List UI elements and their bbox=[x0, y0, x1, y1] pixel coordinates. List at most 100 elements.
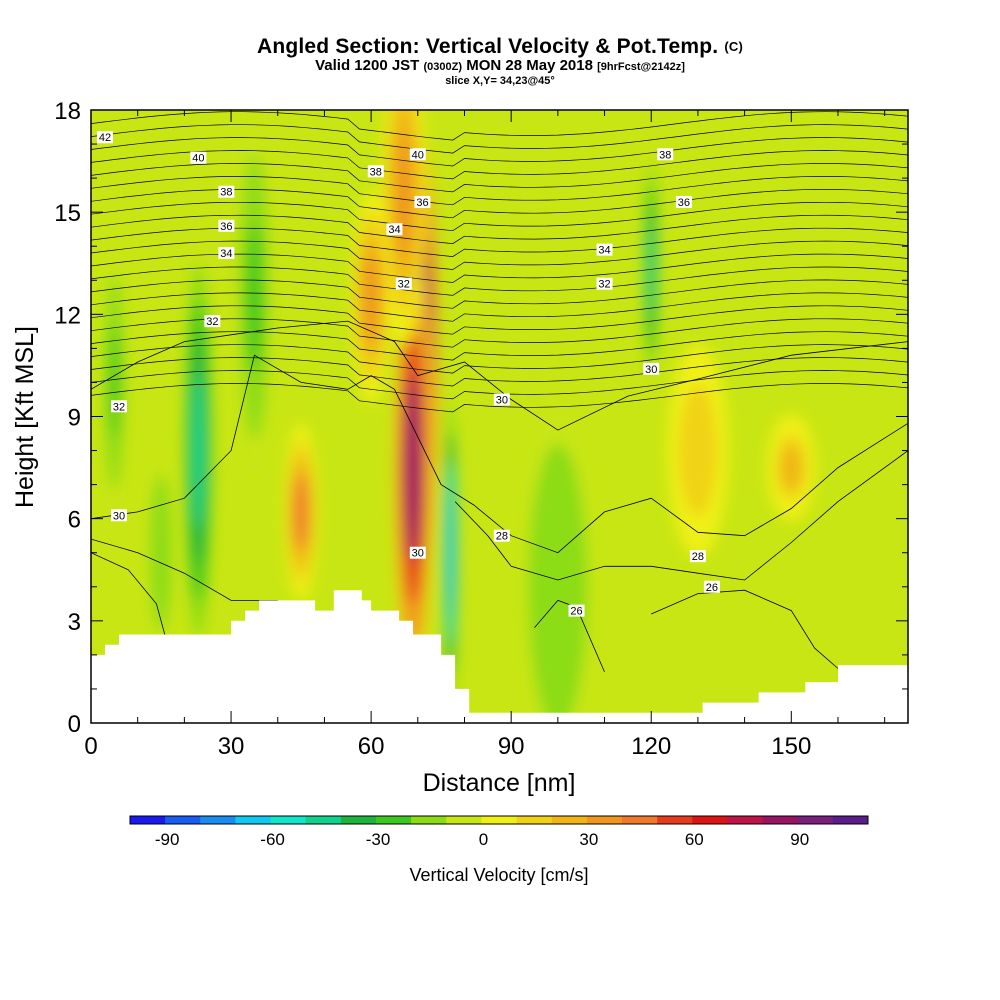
valid-time-utc: (0300Z) bbox=[423, 61, 463, 73]
pot-temp-label-box bbox=[493, 393, 510, 406]
colorbar-swatch bbox=[762, 816, 799, 824]
colorbar-swatch bbox=[200, 816, 236, 824]
pot-temp-label: 36 bbox=[416, 197, 428, 209]
pot-temp-label: 36 bbox=[678, 197, 690, 209]
pot-temp-label-box bbox=[657, 148, 674, 161]
pot-temp-label-box bbox=[111, 400, 128, 413]
pot-temp-label: 28 bbox=[496, 531, 508, 543]
pot-temp-contour bbox=[91, 292, 908, 322]
pot-temp-label-box bbox=[190, 151, 207, 164]
pot-temp-contour bbox=[91, 163, 908, 193]
pot-temp-contour bbox=[91, 552, 167, 639]
velocity-cell bbox=[192, 371, 205, 530]
pot-temp-contour bbox=[91, 354, 908, 554]
chart-subtitle: Valid 1200 JST (0300Z) MON 28 May 2018 [… bbox=[0, 58, 1000, 75]
velocity-cell bbox=[447, 489, 454, 617]
colorbar-swatch bbox=[481, 816, 518, 824]
pot-temp-label-box bbox=[409, 148, 426, 161]
pot-temp-label-box bbox=[409, 546, 426, 559]
pot-temp-label: 30 bbox=[496, 394, 508, 406]
colorbar-tick-label: -60 bbox=[260, 830, 285, 849]
x-tick-label: 150 bbox=[771, 733, 811, 760]
pot-temp-contour bbox=[91, 176, 908, 206]
pot-temp-label: 38 bbox=[370, 166, 382, 178]
pot-temp-label: 40 bbox=[412, 149, 424, 161]
pot-temp-label-box bbox=[386, 223, 403, 236]
colorbar-swatch bbox=[165, 816, 201, 824]
y-tick-label: 6 bbox=[68, 507, 81, 534]
pot-temp-contour bbox=[91, 383, 908, 413]
colorbar-swatch bbox=[340, 816, 377, 824]
pot-temp-label-box bbox=[568, 604, 585, 617]
pot-temp-label-box bbox=[218, 247, 235, 260]
velocity-cell bbox=[246, 222, 263, 373]
pot-temp-contour bbox=[534, 599, 605, 673]
pot-temp-label: 30 bbox=[412, 548, 424, 560]
pot-temp-label: 30 bbox=[645, 364, 657, 376]
pot-temp-label: 30 bbox=[113, 510, 125, 522]
pot-temp-label-box bbox=[395, 277, 412, 290]
x-tick-label: 0 bbox=[84, 733, 97, 760]
chart-title: Angled Section: Vertical Velocity & Pot.… bbox=[0, 36, 1000, 58]
x-tick-label: 60 bbox=[358, 733, 385, 760]
velocity-cell bbox=[293, 474, 309, 550]
colorbar-swatch bbox=[516, 816, 553, 824]
pot-temp-contour bbox=[91, 150, 908, 180]
pot-temp-contour bbox=[91, 318, 908, 348]
valid-time: Valid 1200 JST bbox=[315, 57, 420, 74]
pot-temp-label: 34 bbox=[220, 248, 232, 260]
velocity-cell bbox=[781, 445, 802, 491]
y-tick-label: 0 bbox=[68, 711, 81, 738]
colorbar-tick-label: 0 bbox=[479, 830, 488, 849]
colorbar-swatch bbox=[305, 816, 342, 824]
colorbar-tick-label: -30 bbox=[366, 830, 391, 849]
pot-temp-label: 28 bbox=[692, 551, 704, 563]
pot-temp-label-box bbox=[596, 243, 613, 256]
colorbar-tick-label: 90 bbox=[790, 830, 809, 849]
pot-temp-label: 42 bbox=[99, 132, 111, 144]
forecast-info: [9hrFcst@2142z] bbox=[597, 61, 685, 73]
pot-temp-label-box bbox=[367, 165, 384, 178]
pot-temp-label-box bbox=[596, 277, 613, 290]
x-tick-label: 90 bbox=[498, 733, 525, 760]
colorbar-swatch bbox=[376, 816, 412, 824]
pot-temp-contour bbox=[454, 450, 908, 581]
chart-title-units: (C) bbox=[724, 39, 744, 54]
colorbar-swatch bbox=[832, 816, 869, 824]
pot-temp-label: 38 bbox=[659, 149, 671, 161]
velocity-cell bbox=[155, 511, 167, 594]
colorbar-swatch bbox=[797, 816, 834, 824]
y-axis-label: Height [Kft MSL] bbox=[11, 326, 39, 508]
pot-temp-contour bbox=[91, 124, 908, 154]
velocity-cell bbox=[362, 252, 380, 343]
colorbar-swatch bbox=[270, 816, 307, 824]
pot-temp-label: 26 bbox=[706, 582, 718, 594]
colorbar-swatch bbox=[551, 816, 588, 824]
pot-temp-contour bbox=[91, 240, 908, 270]
pot-temp-label: 40 bbox=[192, 153, 204, 165]
colorbar-swatch bbox=[727, 816, 764, 824]
slice-info: slice X,Y= 34,23@45° bbox=[445, 75, 555, 87]
y-tick-label: 15 bbox=[54, 200, 81, 227]
pot-temp-contour bbox=[91, 305, 908, 335]
y-tick-label: 18 bbox=[54, 98, 81, 125]
colorbar-swatch bbox=[622, 816, 658, 824]
x-tick-label: 30 bbox=[218, 733, 245, 760]
pot-temp-labels: 42 40 38 36 34 32 32 30 40 38 36 34 32 30 30 28 38 36 34 32… bbox=[97, 131, 720, 618]
colorbar-tick-label: -90 bbox=[155, 830, 180, 849]
velocity-cell bbox=[648, 225, 655, 316]
pot-temp-contour bbox=[91, 538, 278, 601]
pot-temp-label: 34 bbox=[598, 245, 610, 257]
pot-temp-label-box bbox=[414, 195, 431, 208]
colorbar-swatch bbox=[130, 816, 166, 824]
pot-temp-label-box bbox=[675, 195, 692, 208]
velocity-cell bbox=[404, 373, 422, 562]
pot-temp-label: 32 bbox=[113, 401, 125, 413]
pot-temp-label-box bbox=[218, 219, 235, 232]
y-tick-label: 12 bbox=[54, 302, 81, 329]
pot-temp-contour bbox=[91, 201, 908, 232]
pot-temp-contour bbox=[91, 214, 908, 244]
pot-temp-label-box bbox=[204, 315, 221, 328]
